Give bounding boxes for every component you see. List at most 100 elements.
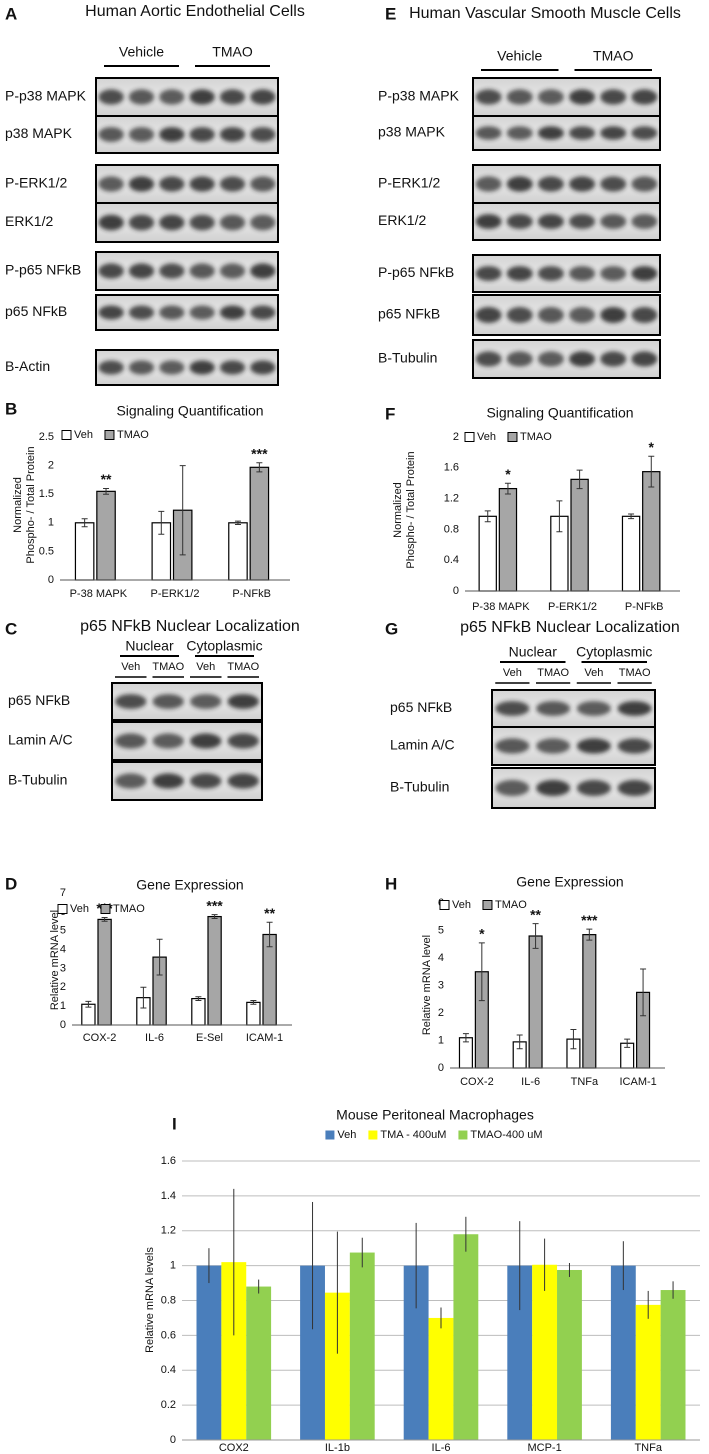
blot-band <box>536 701 571 716</box>
row-label: P-p65 NFkB <box>5 262 81 278</box>
x-tick-label: P-38 MAPK <box>70 588 128 600</box>
legend-label: Veh <box>74 429 93 441</box>
bar <box>532 1264 558 1440</box>
x-tick-label: P-NFkB <box>232 588 271 600</box>
group-label: TMAO <box>212 44 253 60</box>
bar <box>478 515 497 592</box>
blot-band <box>190 694 222 709</box>
group-label: Cytoplasmic <box>186 638 262 654</box>
x-tick-label: E-Sel <box>196 1032 223 1044</box>
blot-band <box>219 214 246 231</box>
error-bar <box>478 942 485 1002</box>
chart-title: Mouse Peritoneal Macrophages <box>336 1107 534 1123</box>
error-bar <box>156 938 163 976</box>
blot-membrane <box>95 77 279 117</box>
error-bar <box>484 510 491 523</box>
blot-band <box>631 307 658 323</box>
x-tick-label: COX2 <box>219 1442 249 1454</box>
blot-membrane <box>95 251 279 291</box>
blot-band <box>219 305 246 320</box>
blot-band <box>98 127 124 142</box>
x-tick-label: TNFa <box>571 1076 599 1088</box>
legend-swatch <box>464 432 475 442</box>
blot-band <box>250 305 276 320</box>
blot-band <box>98 305 124 320</box>
error-bar <box>576 469 583 490</box>
blot-band <box>189 176 215 192</box>
blot-membrane <box>95 202 279 243</box>
y-tick-label: 2.5 <box>39 431 54 443</box>
blot-band <box>600 89 627 105</box>
blot-band <box>159 127 185 142</box>
bar <box>621 515 641 592</box>
blot-band <box>250 214 276 231</box>
bar <box>453 1234 479 1440</box>
bar <box>228 522 248 581</box>
legend-swatch <box>100 904 111 914</box>
blot-band <box>159 305 185 320</box>
y-tick-label: 3 <box>438 979 444 991</box>
x-tick-label: IL-6 <box>521 1076 540 1088</box>
x-tick-label: IL-6 <box>432 1442 451 1454</box>
legend-swatch <box>57 904 68 914</box>
blot-band <box>506 351 533 367</box>
error-bar <box>195 996 202 1001</box>
bar <box>582 934 597 1069</box>
y-tick-label: 0.8 <box>161 1294 176 1306</box>
error-bar <box>516 1034 523 1050</box>
significance-label: ** <box>264 905 275 921</box>
lane-label: Veh <box>503 667 522 679</box>
blot-band <box>568 126 596 140</box>
panel-label: C <box>5 619 17 638</box>
legend-item: TMAO-400 uM <box>458 1129 543 1141</box>
blot-band <box>219 127 246 142</box>
row-label: P-p38 MAPK <box>378 88 460 104</box>
blot-band <box>506 214 533 229</box>
blot-band <box>189 305 215 320</box>
y-tick-label: 1 <box>48 517 54 529</box>
y-tick-label: 0 <box>453 585 459 597</box>
blot-band <box>617 780 652 796</box>
legend-label: Veh <box>337 1129 356 1141</box>
blot-band <box>536 780 571 796</box>
blot-band <box>475 266 502 281</box>
y-tick-label: 5 <box>60 925 66 937</box>
y-tick-label: 2 <box>60 981 66 993</box>
legend-swatch <box>439 900 450 910</box>
blot-band <box>475 351 502 367</box>
y-tick-label: 0.8 <box>444 523 459 535</box>
blot-band <box>631 89 658 105</box>
y-tick-label: 0.2 <box>161 1399 176 1411</box>
row-label: B-Tubulin <box>378 350 437 366</box>
blot-band <box>537 307 565 323</box>
bar <box>249 466 270 581</box>
blot-band <box>617 738 652 754</box>
blot-band <box>631 176 658 192</box>
group-label: Nuclear <box>125 638 174 654</box>
y-tick-label: 0 <box>170 1434 176 1446</box>
row-label: P-ERK1/2 <box>5 175 67 191</box>
row-label: ERK1/2 <box>5 213 53 229</box>
y-tick-label: 0.5 <box>39 545 54 557</box>
legend-item: TMAO <box>482 899 527 911</box>
chart-title: Signaling Quantification <box>486 405 633 421</box>
blot-band <box>189 127 215 142</box>
y-tick-label: 2 <box>48 460 54 472</box>
blot-band <box>227 694 259 709</box>
blot-band <box>219 89 246 105</box>
panel-label: A <box>5 4 17 23</box>
x-tick-label: MCP-1 <box>527 1442 561 1454</box>
error-bar <box>504 482 511 495</box>
row-label: P-ERK1/2 <box>378 175 440 191</box>
blot-band <box>576 780 611 796</box>
blot-band <box>495 701 530 716</box>
blot-membrane <box>472 164 661 204</box>
legend-label: TMAO <box>520 431 552 443</box>
blot-band <box>475 126 502 140</box>
row-label: p65 NFkB <box>8 692 70 708</box>
blot-membrane <box>472 77 661 117</box>
legend-label: TMA - 400uM <box>380 1129 446 1141</box>
blot-band <box>152 773 184 789</box>
significance-label: ** <box>101 471 112 487</box>
blot-band <box>115 694 147 709</box>
